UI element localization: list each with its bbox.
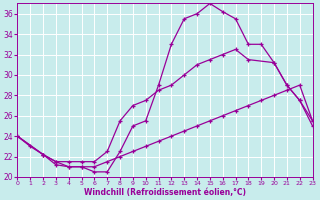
X-axis label: Windchill (Refroidissement éolien,°C): Windchill (Refroidissement éolien,°C): [84, 188, 246, 197]
